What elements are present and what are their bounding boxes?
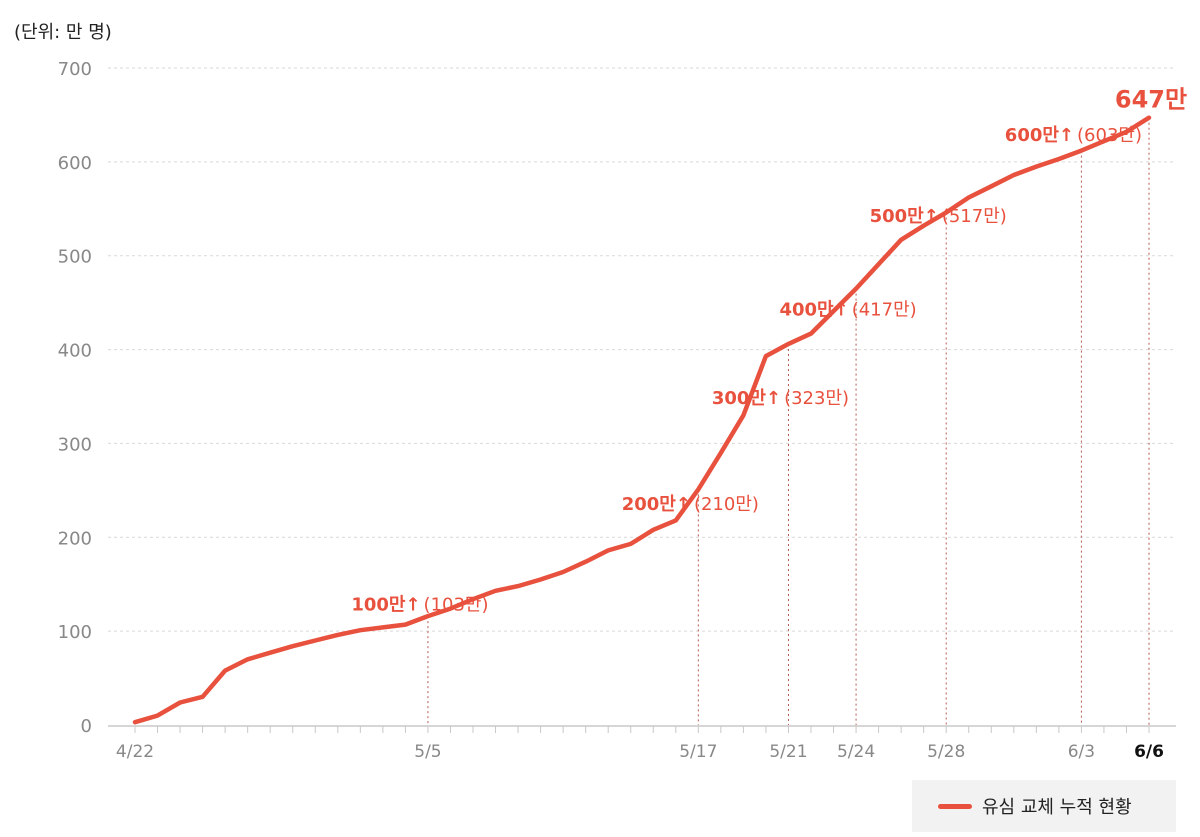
milestone-detail-label: (417만): [852, 300, 917, 321]
milestone-drop-lines: [427, 117, 1150, 725]
x-tick-label: 5/5: [414, 742, 441, 762]
milestone-detail-label: (603만): [1077, 125, 1142, 146]
milestone-bold-label: 600만↑: [1005, 125, 1074, 146]
legend-swatch: [938, 803, 972, 809]
x-tick-label: 4/22: [116, 742, 154, 762]
legend: 유심 교체 누적 현황: [912, 780, 1176, 832]
y-tick-label: 600: [58, 153, 92, 174]
milestone-annotation: 200만↑ (210만): [622, 494, 759, 515]
milestone-annotation: 300만↑ (323만): [712, 388, 849, 409]
milestone-annotation: 400만↑ (417만): [779, 300, 916, 321]
milestone-bold-label: 500만↑: [870, 206, 939, 227]
end-value-label: 647만: [1115, 86, 1187, 114]
y-tick-label: 500: [58, 247, 92, 268]
milestone-bold-label: 400만↑: [779, 300, 848, 321]
y-tick-label: 700: [58, 59, 92, 80]
annotation-layer: 100만↑ (103만) 200만↑ (210만) 300만↑ (323만) 400만↑ (4…: [351, 86, 1187, 616]
milestone-bold-label: 200만↑: [622, 494, 691, 515]
y-tick-label: 200: [58, 528, 92, 549]
x-tick-label: 6/6: [1134, 742, 1164, 762]
x-tick-label: 5/24: [837, 742, 875, 762]
series-layer: [132, 115, 1152, 725]
series-line: [132, 115, 1152, 725]
milestone-bold-label: 100만↑: [351, 594, 420, 615]
milestone-annotation: 600만↑ (603만): [1005, 125, 1142, 146]
x-tick-label: 6/3: [1068, 742, 1095, 762]
y-tick-label: 400: [58, 341, 92, 362]
milestone-detail-label: (210만): [694, 494, 759, 515]
x-tick-label: 5/17: [679, 742, 717, 762]
unit-label: (단위: 만 명): [14, 22, 112, 43]
milestone-detail-label: (323만): [784, 388, 849, 409]
x-tick-label: 5/28: [927, 742, 965, 762]
x-tick-label: 5/21: [769, 742, 807, 762]
y-tick-label: 300: [58, 434, 92, 455]
milestone-detail-label: (103만): [424, 594, 489, 615]
milestone-annotation: 500만↑ (517만): [870, 206, 1007, 227]
x-axis: 4/22 5/5 5/17 5/21 5/24 5/28 6/3 6/6: [108, 725, 1176, 762]
milestone-detail-label: (517만): [942, 206, 1007, 227]
milestone-bold-label: 300만↑: [712, 388, 781, 409]
y-tick-label: 0: [81, 716, 92, 737]
legend-label: 유심 교체 누적 현황: [982, 797, 1132, 818]
y-axis: 0 100 200 300 400 500 600 700: [58, 59, 92, 737]
gridlines: [108, 67, 1176, 632]
milestone-annotation: 100만↑ (103만): [351, 594, 488, 615]
y-tick-label: 100: [58, 622, 92, 643]
